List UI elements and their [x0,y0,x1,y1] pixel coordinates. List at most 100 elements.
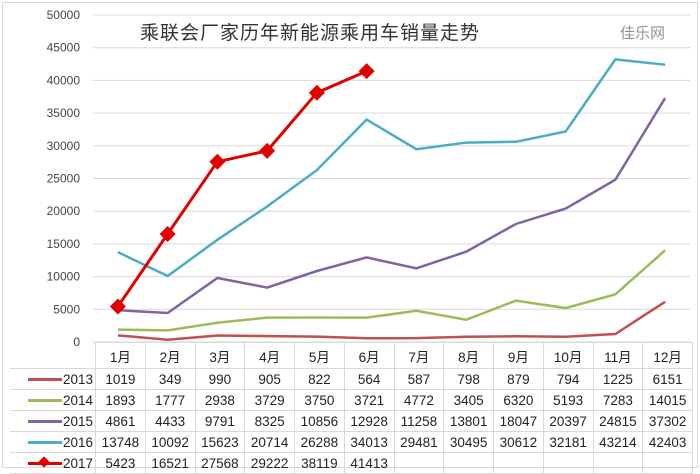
data-label: 37302 [642,410,693,432]
data-label: 4861 [95,410,146,432]
data-label: 349 [144,368,196,390]
data-label: 5193 [542,389,594,411]
series-line-2016 [117,58,666,278]
data-label: 5423 [95,452,146,474]
data-label [592,452,644,474]
legend-entry: 2014 [10,389,96,411]
table-header-row: 1月 2月 3月 4月 5月 6月 7月 8月 9月 10月 11月 12月 [10,342,693,369]
data-label: 27568 [194,452,246,474]
data-label: 1225 [592,368,644,390]
legend-key [27,441,62,445]
data-label: 34013 [343,431,395,453]
series-name: 2015 [62,413,93,429]
table-corner [10,343,96,369]
data-label: 10092 [144,431,196,453]
data-label: 564 [343,368,395,390]
data-label: 3405 [443,389,494,411]
data-label: 13801 [443,410,494,432]
data-label [642,452,693,474]
legend-key [27,399,62,403]
watermark: 佳乐网 [620,24,666,42]
series-line-2017 [116,69,368,308]
data-label [493,452,544,474]
data-label: 1019 [95,368,146,390]
table-row-2015: 2015 4861 4433 9791 8325 10856 12928 11258 13801… [10,410,693,432]
data-label: 13748 [95,431,146,453]
y-tick-label: 50000 [47,8,81,22]
y-tick-label: 0 [73,335,80,349]
data-label: 3721 [343,389,395,411]
data-label [443,452,494,474]
diamond-marker-icon [38,456,50,469]
y-tick-label: 25000 [47,172,81,186]
data-label: 38119 [294,452,345,474]
x-category-label: 6月 [343,342,395,369]
y-tick-label: 5000 [53,302,80,316]
legend-key [27,420,62,424]
data-label: 26288 [294,431,345,453]
series-name: 2013 [62,371,93,387]
data-label: 43214 [592,431,644,453]
data-label: 822 [294,368,345,390]
data-point-2017 [209,153,226,170]
data-label: 2938 [194,389,246,411]
series-line-2014 [117,249,666,332]
data-label: 990 [194,368,246,390]
data-label: 11258 [393,410,445,432]
data-label: 20714 [244,431,295,453]
data-label: 1777 [144,389,196,411]
data-label: 29222 [244,452,295,474]
legend-entry: 2017 [10,452,96,474]
table-row-2016: 2016 13748 10092 15623 20714 26288 34013 29481 3… [10,431,693,453]
data-label: 9791 [194,410,246,432]
data-label: 3750 [294,389,345,411]
data-label: 4772 [393,389,445,411]
data-label [393,452,445,474]
data-label: 798 [443,368,494,390]
data-point-2017 [159,225,176,242]
legend-entry: 2015 [10,410,96,432]
x-category-label: 11月 [592,342,644,369]
table-row-2013: 2013 1019 349 990 905 822 564 587 798 879 794 1225 6… [10,368,693,390]
data-label: 8325 [244,410,295,432]
data-label: 18047 [493,410,544,432]
legend-entry: 2016 [10,431,96,453]
data-label: 14015 [642,389,693,411]
data-label: 30495 [443,431,494,453]
x-category-label: 9月 [493,342,544,369]
data-label: 587 [393,368,445,390]
data-point-2017 [259,142,276,159]
series-name: 2017 [62,455,93,471]
data-label: 3729 [244,389,295,411]
legend-entry: 2013 [10,368,96,390]
y-tick-label: 45000 [47,41,81,55]
data-label: 1893 [95,389,146,411]
chart-title: 乘联会厂家历年新能源乘用车销量走势 [140,22,481,44]
x-category-label: 3月 [194,342,246,369]
legend-key [27,378,62,382]
x-category-label: 10月 [542,342,594,369]
data-label: 12928 [343,410,395,432]
data-label: 794 [542,368,594,390]
data-label: 4433 [144,410,196,432]
x-category-label: 7月 [393,342,445,369]
x-category-label: 8月 [443,342,494,369]
data-label: 905 [244,368,295,390]
data-label: 879 [493,368,544,390]
x-category-label: 1月 [95,342,146,369]
data-label: 24815 [592,410,644,432]
table-row-2017: 2017 5423 16521 27568 29222 38119 41413 [10,452,693,474]
data-label: 16521 [144,452,196,474]
data-label: 30612 [493,431,544,453]
data-table: 1月 2月 3月 4月 5月 6月 7月 8月 9月 10月 11月 12月 2013 1019 349 99… [10,342,693,474]
x-category-label: 2月 [144,342,196,369]
x-category-label: 12月 [642,342,693,369]
y-tick-label: 10000 [47,270,81,284]
data-point-2017 [308,84,325,101]
data-label: 6151 [642,368,693,390]
x-category-label: 5月 [294,342,345,369]
y-tick-label: 20000 [47,204,81,218]
x-category-label: 4月 [244,342,295,369]
y-tick-label: 35000 [47,106,81,120]
y-tick-label: 40000 [47,73,81,87]
